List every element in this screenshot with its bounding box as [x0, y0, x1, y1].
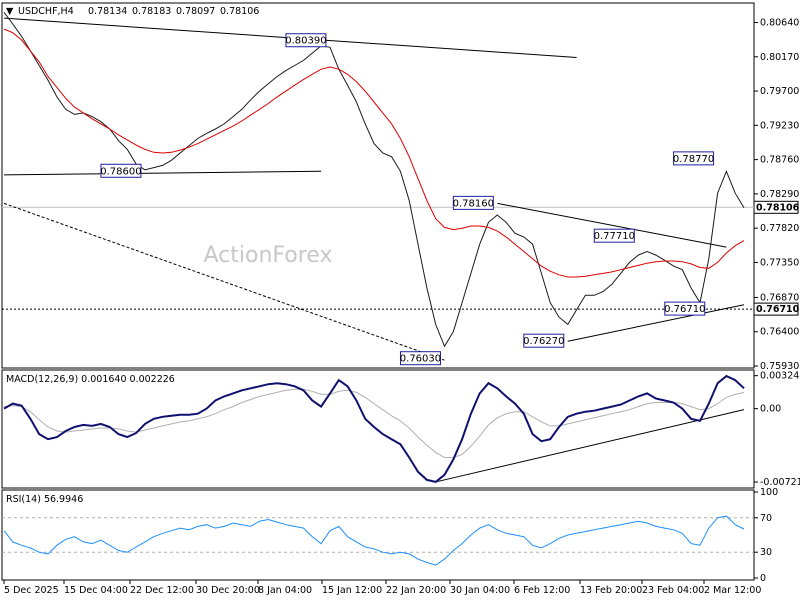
annotation-label: 0.76710: [664, 304, 705, 315]
annotation-box: [523, 333, 565, 348]
price-series-group: [3, 11, 745, 348]
annotation-label: 0.76030: [400, 354, 441, 365]
rsi-label: RSI(14) 56.9946: [6, 494, 83, 505]
annotation-label: 0.78160: [453, 198, 494, 209]
macd-tick-label: -0.007214: [760, 477, 800, 488]
header-close: 0.78106: [220, 6, 259, 17]
price-tick-label: 0.79230: [760, 120, 799, 131]
time-tick-label: 8 Jan 04:00: [258, 585, 312, 596]
header-low: 0.78097: [176, 6, 215, 17]
rsi-tick-label: 70: [760, 513, 772, 524]
trend-line: [3, 202, 445, 361]
header-open: 0.78134: [88, 6, 127, 17]
time-tick-label: 22 Dec 12:00: [130, 585, 194, 596]
watermark: ActionForex: [204, 243, 333, 268]
annotation-label: 0.80390: [285, 36, 326, 47]
header-high: 0.78183: [132, 6, 171, 17]
trend-line: [567, 304, 745, 342]
time-axis: 5 Dec 2025 15 Dec 04:00 22 Dec 12:00 30 Dec…: [3, 580, 761, 596]
time-tick-label: 6 Feb 12:00: [514, 585, 570, 596]
price-tick-label: 0.75930: [760, 361, 799, 372]
time-tick-label: 30 Jan 04:00: [450, 585, 510, 596]
rsi-panel-frame: [1, 489, 755, 581]
price-level-box: [753, 302, 799, 316]
price-annotations: 0.80390 0.78600 0.78160 0.77710 0.78770 0.760…: [100, 33, 715, 366]
macd-tick-label: 0.00: [760, 404, 781, 415]
price-tick-label: 0.76400: [760, 327, 799, 338]
macd-signal-line: [3, 388, 745, 458]
price-tick-label: 0.78290: [760, 189, 799, 200]
annotation-box: [399, 351, 441, 366]
price-lines: [2, 17, 754, 361]
time-tick-label: 23 Feb 04:00: [642, 585, 704, 596]
annotation-label: 0.76270: [523, 336, 564, 347]
rsi-series-group: [2, 515, 754, 566]
annotation-box: [285, 33, 327, 48]
time-tick-label: 13 Feb 20:00: [580, 585, 642, 596]
price-axis: 0.80640 0.80170 0.79700 0.79230 0.78760 0.782…: [753, 18, 800, 372]
rsi-tick-label: 0: [760, 573, 766, 584]
header-arrow-icon: ▼: [6, 6, 14, 17]
annotation-box: [100, 163, 142, 178]
rsi-tick-label: 100: [760, 487, 778, 498]
rsi-tick-label: 30: [760, 547, 772, 558]
time-tick-label: 5 Dec 2025: [4, 585, 59, 596]
time-tick-label: 15 Dec 04:00: [64, 585, 128, 596]
price-tick-label: 0.77820: [760, 223, 799, 234]
macd-tick-label: 0.00324: [760, 371, 799, 382]
macd-line: [3, 374, 745, 483]
moving-average-line: [3, 28, 745, 278]
time-tick-label: 30 Dec 20:00: [196, 585, 260, 596]
time-tick-label: 22 Jan 20:00: [386, 585, 446, 596]
price-tick-label: 0.76870: [760, 292, 799, 303]
annotation-box: [593, 228, 635, 243]
annotation-label: 0.78600: [100, 166, 141, 177]
header-symbol: USDCHF,H4: [18, 6, 74, 17]
price-tick-label: 0.77350: [760, 257, 799, 268]
macd-trend-line: [435, 409, 745, 483]
price-tick-label: 0.78760: [760, 155, 799, 166]
annotation-label: 0.78770: [673, 154, 714, 165]
trend-line: [497, 202, 727, 248]
price-tick-label: 0.80640: [760, 18, 799, 29]
trend-line: [3, 170, 322, 176]
rsi-axis: 100 70 30 0: [754, 487, 778, 584]
annotation-box: [452, 195, 494, 210]
macd-series-group: [3, 374, 745, 483]
price-panel-frame: [1, 2, 755, 369]
annotation-label: 0.77710: [594, 231, 635, 242]
symbol-header: ▼ USDCHF,H4 0.78134 0.78183 0.78097 0.78…: [6, 6, 259, 17]
price-level-label: 0.78106: [756, 202, 800, 213]
time-tick-label: 15 Jan 12:00: [322, 585, 382, 596]
time-tick-label: 2 Mar 12:00: [704, 585, 761, 596]
annotation-box: [664, 301, 706, 316]
price-level-label: 0.76710: [756, 304, 800, 315]
annotation-box: [673, 151, 715, 166]
macd-axis: 0.00324 0.00 -0.007214: [754, 371, 800, 488]
price-tick-label: 0.80170: [760, 52, 799, 63]
price-line: [3, 11, 745, 348]
price-tick-label: 0.79700: [760, 86, 799, 97]
macd-label: MACD(12,26,9) 0.001640 0.002226: [6, 374, 175, 385]
rsi-line: [3, 515, 745, 566]
